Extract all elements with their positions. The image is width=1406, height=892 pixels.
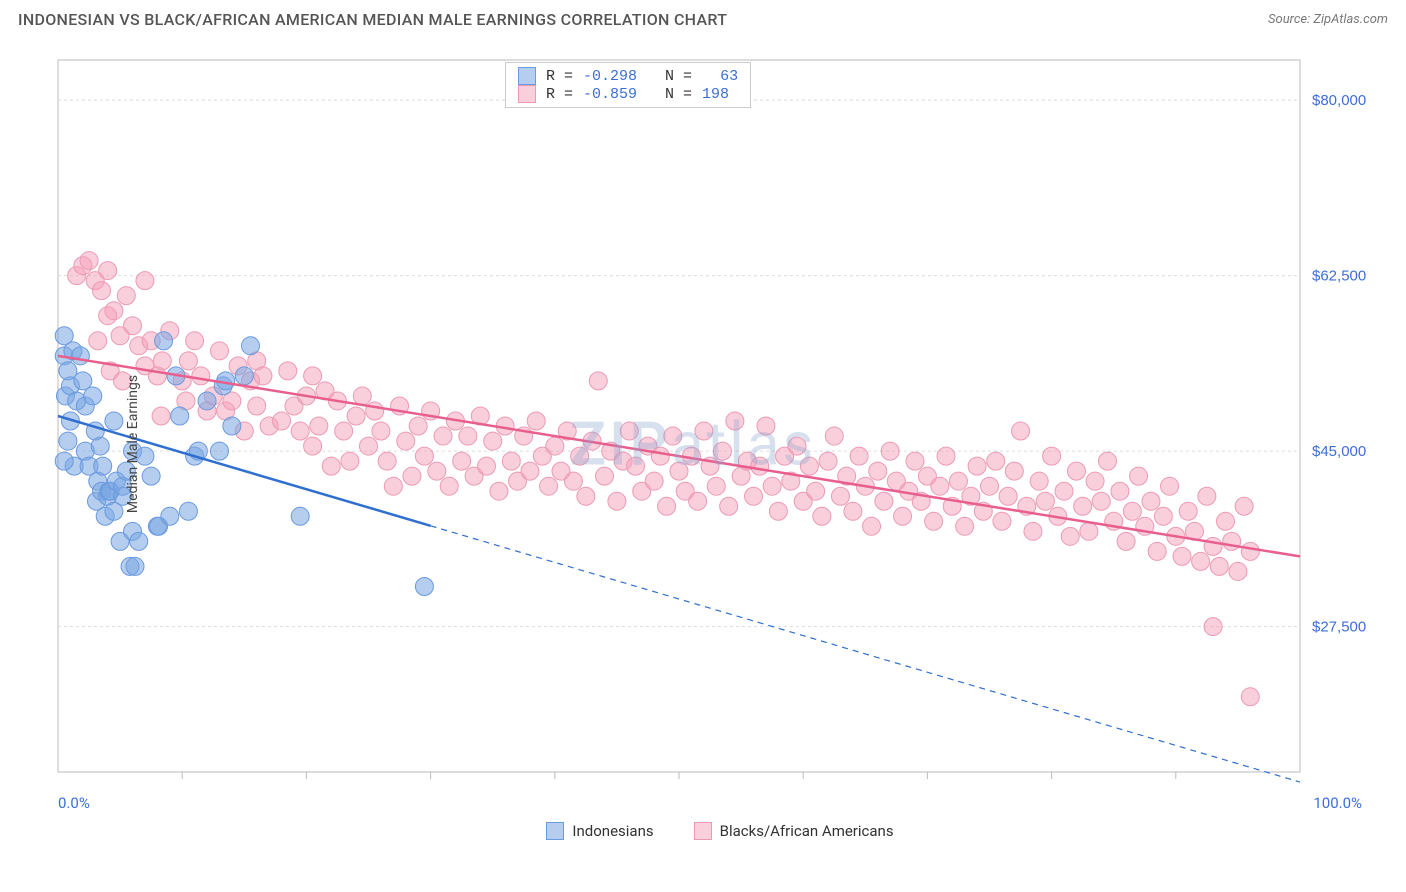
swatch-pink-icon	[518, 85, 536, 103]
scatter-chart: $27,500 $45,000 $62,500 $80,000	[50, 44, 1390, 844]
swatch-blue-icon	[518, 67, 536, 85]
x-axis-min-label: 0.0%	[58, 794, 90, 812]
chart-title: INDONESIAN VS BLACK/AFRICAN AMERICAN MED…	[18, 10, 727, 29]
r-value-pink: -0.859	[583, 86, 637, 103]
swatch-blue-icon	[546, 822, 564, 840]
n-value-pink: 198	[702, 86, 729, 103]
swatch-pink-icon	[694, 822, 712, 840]
n-label: N =	[647, 68, 692, 85]
svg-text:$80,000: $80,000	[1312, 92, 1366, 109]
legend-label-pink: Blacks/African Americans	[720, 822, 894, 840]
y-axis-label: Median Male Earnings	[125, 375, 141, 513]
correlation-legend-box: R = -0.298 N = 63 R = -0.859 N = 198	[505, 62, 751, 108]
correlation-row-pink: R = -0.859 N = 198	[518, 85, 738, 103]
source-label: Source: ZipAtlas.com	[1268, 12, 1388, 27]
n-label: N =	[647, 86, 692, 103]
legend-item-pink: Blacks/African Americans	[694, 822, 894, 840]
r-value-blue: -0.298	[583, 68, 637, 85]
chart-container: Median Male Earnings $27,500 $45,000 $62,5…	[50, 44, 1390, 844]
legend-label-blue: Indonesians	[572, 822, 653, 840]
x-axis-max-label: 100.0%	[1313, 794, 1362, 812]
correlation-row-blue: R = -0.298 N = 63	[518, 67, 738, 85]
legend-item-blue: Indonesians	[546, 822, 653, 840]
svg-text:$27,500: $27,500	[1312, 619, 1366, 636]
r-label: R =	[546, 86, 573, 103]
svg-text:$62,500: $62,500	[1312, 268, 1366, 285]
n-value-blue: 63	[702, 68, 738, 85]
r-label: R =	[546, 68, 573, 85]
svg-text:$45,000: $45,000	[1312, 443, 1366, 460]
legend-bottom: Indonesians Blacks/African Americans	[50, 822, 1390, 840]
